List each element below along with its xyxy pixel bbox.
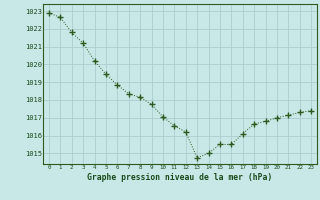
X-axis label: Graphe pression niveau de la mer (hPa): Graphe pression niveau de la mer (hPa) (87, 173, 273, 182)
